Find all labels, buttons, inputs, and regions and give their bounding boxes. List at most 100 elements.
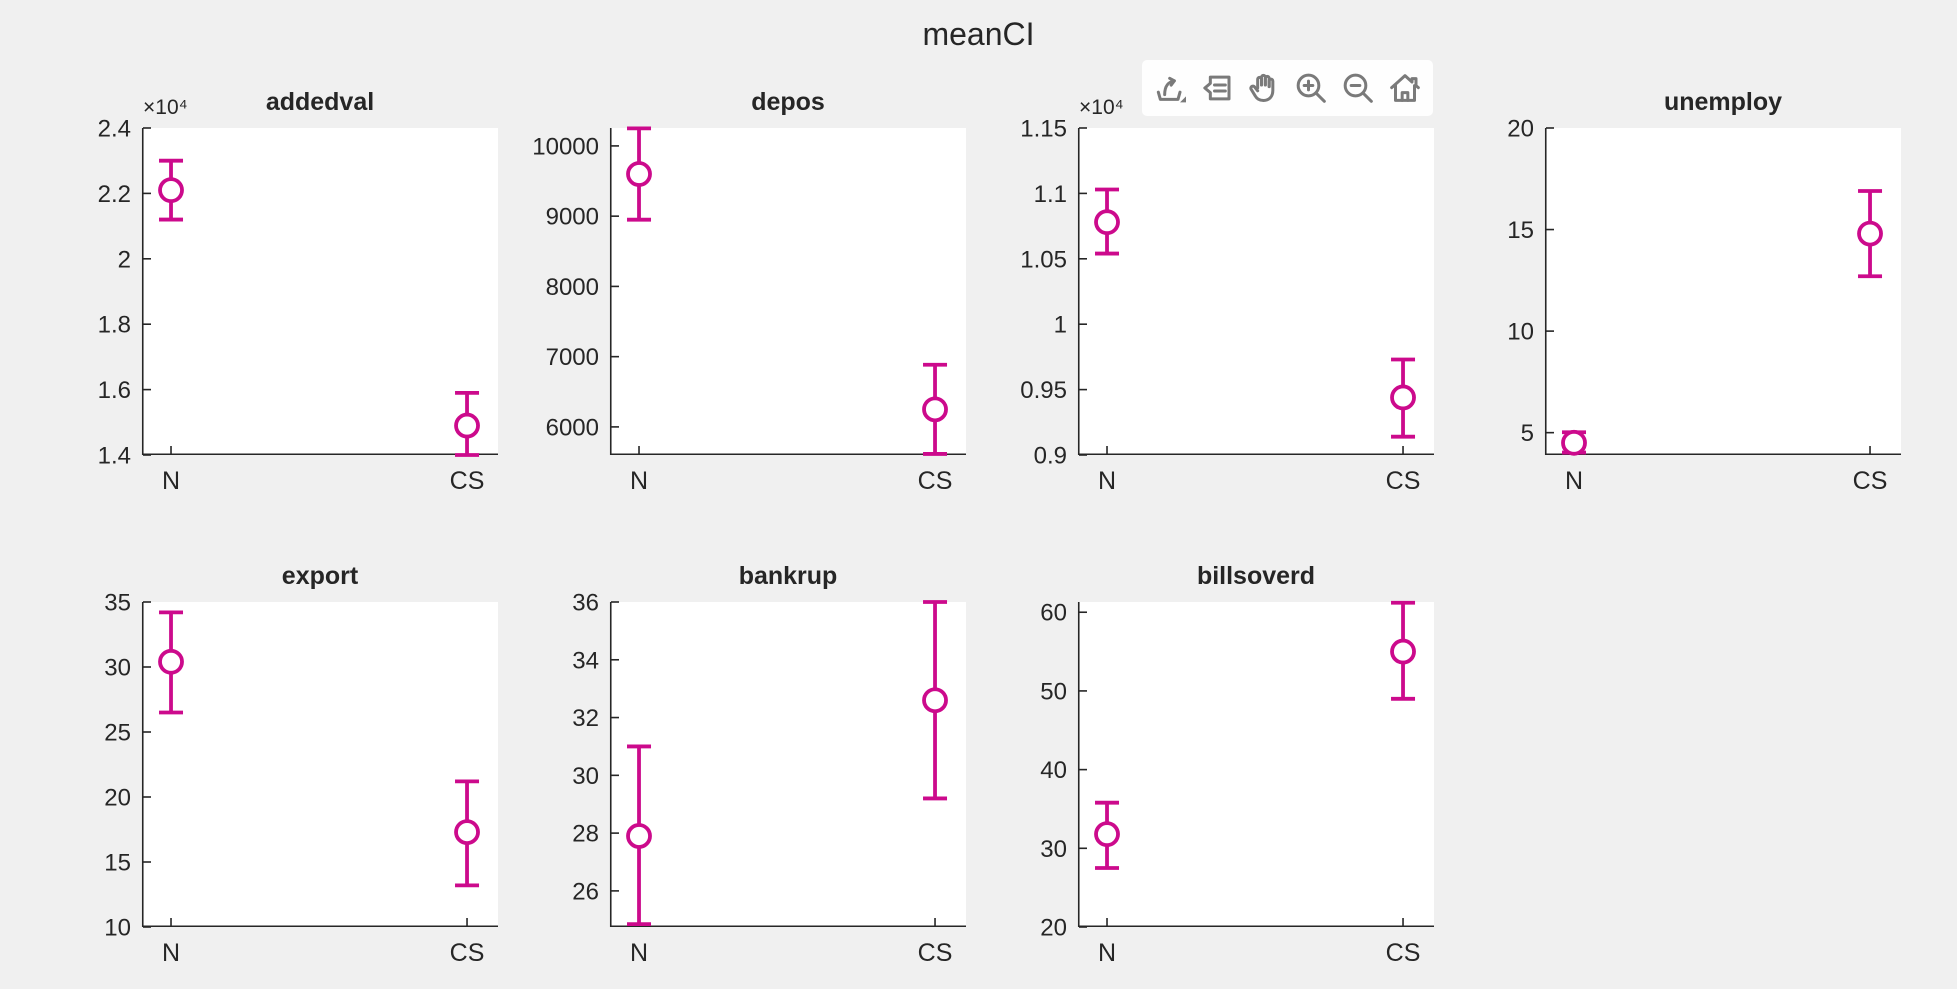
x-tick-label: CS xyxy=(450,939,485,967)
y-tick-label: 1.4 xyxy=(98,443,131,470)
y-tick-label: 26 xyxy=(572,878,599,905)
subplot-export: export 10 15 20 25 30 35 N CS xyxy=(104,562,498,967)
mean-marker xyxy=(1094,209,1120,236)
mean-marker xyxy=(626,161,652,187)
y-tick-label: 20 xyxy=(1040,915,1067,942)
zoom-in-button[interactable] xyxy=(1289,66,1333,110)
y-tick-label: 1 xyxy=(1054,312,1067,339)
x-tick-label: CS xyxy=(450,467,485,495)
errorbar-CS xyxy=(1857,189,1883,279)
mean-marker xyxy=(1561,429,1587,456)
y-tick-label: 60 xyxy=(1040,600,1067,627)
y-tick-label: 15 xyxy=(1507,217,1534,244)
zoom-out-button[interactable] xyxy=(1336,66,1380,110)
subplot-title: export xyxy=(282,562,359,590)
y-tick-label: 6000 xyxy=(546,414,599,441)
errorbar-CS xyxy=(1390,357,1416,439)
y-tick-label: 1.6 xyxy=(98,377,131,404)
mean-marker xyxy=(454,412,480,439)
y-tick-label: 40 xyxy=(1040,757,1067,784)
mean-marker xyxy=(626,823,652,849)
y-tick-label: 10000 xyxy=(532,133,599,160)
mean-marker xyxy=(1857,220,1883,247)
x-tick-label: CS xyxy=(918,939,953,967)
x-tick-label: N xyxy=(630,467,648,495)
x-tick-label: N xyxy=(1098,939,1116,967)
errorbar-CS xyxy=(922,362,948,456)
x-tick-label: N xyxy=(630,939,648,967)
x-tick-label: N xyxy=(1098,467,1116,495)
subplot-title: unemploy xyxy=(1664,88,1782,116)
mean-marker xyxy=(1094,821,1120,848)
y-tick-label: 50 xyxy=(1040,678,1067,705)
subplot-untitled-3: ×10⁴ 0.9 0.95 1 1.05 1.1 1.15 N CS xyxy=(1020,96,1434,495)
y-tick-label: 1.15 xyxy=(1020,116,1067,143)
subplot-depos: depos 6000 7000 8000 9000 10000 N CS xyxy=(532,88,966,495)
y-tick-label: 0.95 xyxy=(1020,377,1067,404)
y-tick-label: 30 xyxy=(104,655,131,682)
subplot-addedval: addedval ×10⁴ 1.4 1.6 1.8 2 2.2 2.4 N CS xyxy=(98,88,498,495)
plot-area xyxy=(1078,602,1434,927)
x-tick-label: N xyxy=(1565,467,1583,495)
errorbar-CS xyxy=(454,390,480,457)
export-button[interactable] xyxy=(1148,66,1192,110)
axes-toolbar xyxy=(1142,60,1433,116)
mean-marker xyxy=(158,177,184,204)
y-tick-label: 20 xyxy=(1507,116,1534,143)
plot-area xyxy=(142,128,498,455)
y-tick-label: 20 xyxy=(104,785,131,812)
y-tick-label: 1.8 xyxy=(98,312,131,339)
restore-view-button[interactable] xyxy=(1383,66,1427,110)
x-tick-label: CS xyxy=(1386,939,1421,967)
y-tick-label: 30 xyxy=(1040,836,1067,863)
errorbar-N xyxy=(626,126,652,222)
y-tick-label: 30 xyxy=(572,763,599,790)
errorbar-N xyxy=(1561,429,1587,456)
errorbar-CS xyxy=(922,600,948,801)
plot-area xyxy=(610,128,966,455)
x-tick-label: N xyxy=(162,939,180,967)
errorbar-N xyxy=(158,610,184,715)
errorbar-CS xyxy=(1390,600,1416,701)
y-tick-label: 5 xyxy=(1521,420,1534,447)
mean-marker xyxy=(1390,384,1416,411)
y-tick-label: 2.4 xyxy=(98,116,131,143)
y-tick-label: 1.05 xyxy=(1020,246,1067,273)
y-tick-label: 1.1 xyxy=(1034,181,1067,208)
figure-title: meanCI xyxy=(922,16,1035,52)
y-tick-label: 7000 xyxy=(546,344,599,371)
subplot-billsoverd: billsoverd 20 30 40 50 60 N CS xyxy=(1040,562,1434,967)
errorbar-N xyxy=(158,158,184,222)
y-tick-label: 25 xyxy=(104,720,131,747)
y-tick-label: 8000 xyxy=(546,274,599,301)
errorbar-N xyxy=(1094,187,1120,256)
datatips-button[interactable] xyxy=(1195,66,1239,110)
datatips-icon xyxy=(1203,75,1231,101)
y-tick-label: 32 xyxy=(572,705,599,732)
x-tick-label: N xyxy=(162,467,180,495)
y-tick-label: 2 xyxy=(118,246,131,273)
pan-icon xyxy=(1249,73,1275,102)
y-tick-label: 34 xyxy=(572,647,599,674)
mean-marker xyxy=(922,396,948,423)
y-tick-label: 35 xyxy=(104,590,131,617)
subplot-bankrup: bankrup 26 28 30 32 34 36 N CS xyxy=(572,562,966,967)
errorbar-CS xyxy=(454,779,480,888)
x-tick-label: CS xyxy=(1386,467,1421,495)
mean-marker xyxy=(158,648,184,675)
y-tick-label: 2.2 xyxy=(98,181,131,208)
export-icon xyxy=(1156,76,1186,103)
zoom-out-icon xyxy=(1343,73,1373,103)
pan-button[interactable] xyxy=(1242,66,1286,110)
y-exponent-label: ×10⁴ xyxy=(143,96,188,119)
x-tick-label: CS xyxy=(918,467,953,495)
x-tick-label: CS xyxy=(1853,467,1888,495)
y-tick-label: 9000 xyxy=(546,204,599,231)
y-tick-label: 10 xyxy=(1507,319,1534,346)
plot-area xyxy=(142,602,498,927)
subplot-title: billsoverd xyxy=(1197,562,1315,590)
y-tick-label: 28 xyxy=(572,821,599,848)
y-tick-label: 36 xyxy=(572,590,599,617)
mean-marker xyxy=(922,687,948,714)
